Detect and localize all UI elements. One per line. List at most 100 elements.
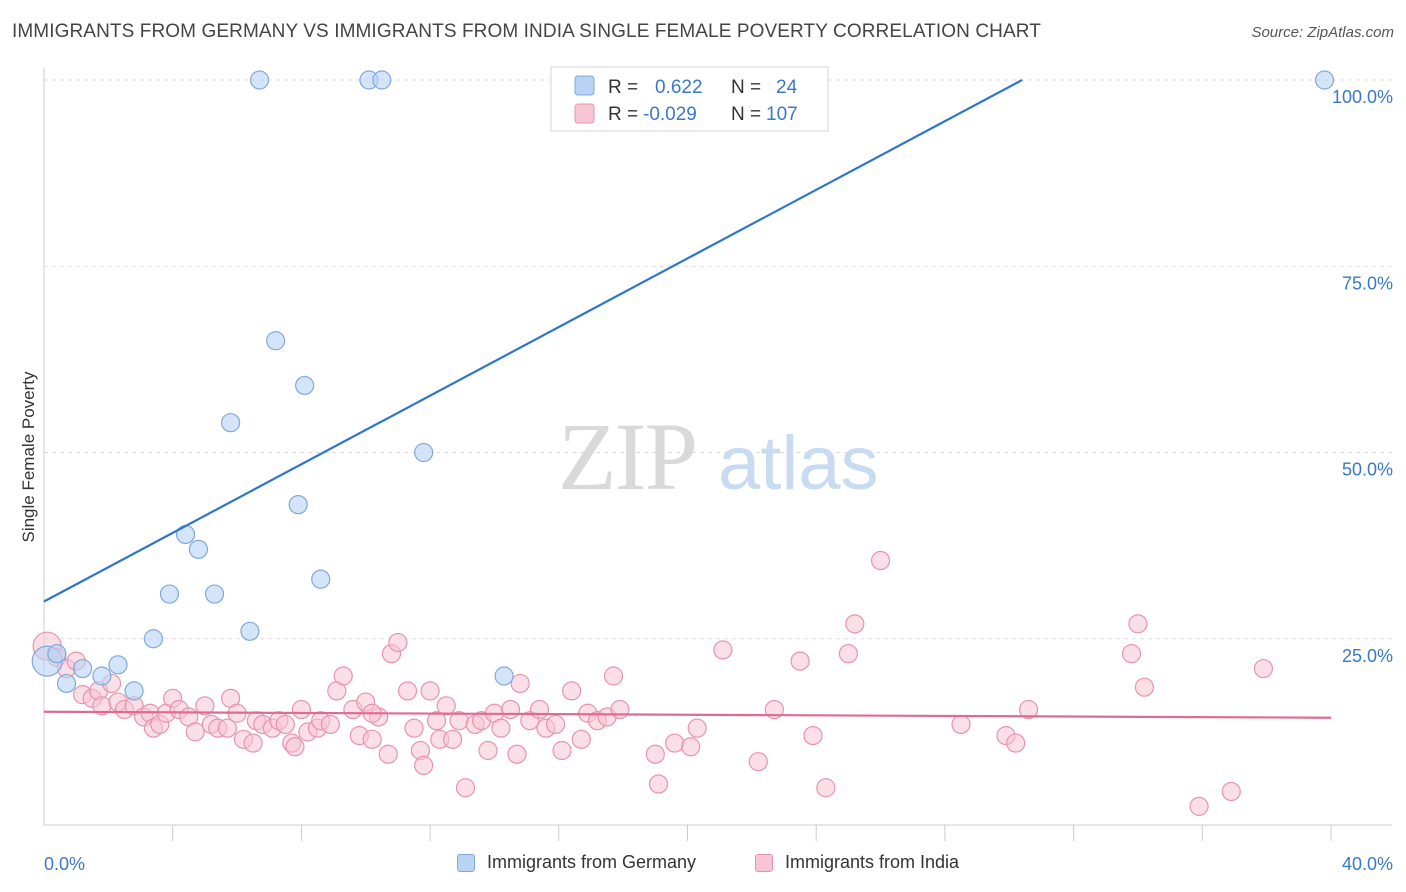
india-point [507,744,527,764]
india-point [285,737,305,757]
y-tick-label-100: 100.0% [1332,87,1393,107]
germany-point [295,375,315,396]
india-point [545,714,566,735]
germany-point [47,644,67,664]
india-point [552,740,572,761]
germany-point [124,681,144,701]
germany-point [266,331,286,351]
india-point [645,744,665,764]
india-point [1253,658,1274,679]
india-point [845,614,865,634]
legend-item-india: Immigrants from India [755,852,959,873]
india-point [333,666,353,686]
legend-swatch-india [574,103,595,124]
legend-n-label-germany: N = [731,77,761,98]
germany-point [204,584,225,604]
india-point [1128,614,1148,634]
legend-n-value-india: 107 [766,104,798,125]
india-trend-line [43,710,1332,719]
india-point [1134,677,1154,697]
y-tick-label-75: 75.0% [1342,273,1393,293]
india-point [816,778,836,798]
legend-n-value-germany: 24 [776,77,798,98]
india-point [404,718,424,738]
source-credit: Source: ZipAtlas.com [1251,24,1394,41]
x-tick-label-max: 40.0% [1342,854,1393,874]
india-point [455,778,476,798]
legend-swatch-india-bottom [755,853,773,872]
india-point [414,755,434,776]
y-tick-label-50: 50.0% [1342,460,1393,480]
grid-lines [44,79,1392,640]
india-point [687,718,707,738]
germany-point [143,629,163,649]
india-point [478,740,498,761]
germany-point [221,413,241,433]
india-point [510,673,530,694]
germany-point [73,658,93,679]
chart-title: IMMIGRANTS FROM GERMANY VS IMMIGRANTS FR… [12,21,1041,42]
india-point [1121,644,1142,664]
germany-points [31,70,1335,701]
y-tick-label-25: 25.0% [1342,646,1393,666]
india-point [951,714,971,735]
axes [43,68,1392,841]
correlation-legend: R = 0.622 N = 24 R = -0.029 N = 107 [550,66,829,132]
india-point [185,722,205,742]
germany-point [188,539,209,559]
india-point [420,681,440,701]
india-point [1189,796,1209,816]
legend-n-label-india: N = [731,104,761,125]
germany-point [414,442,434,463]
india-point [665,733,685,753]
watermark-atlas: atlas [718,421,879,506]
india-point [571,729,591,749]
germany-point [240,621,260,641]
legend-r-value-india: -0.029 [643,104,697,125]
india-point [838,644,858,664]
tick-labels: 100.0% 75.0% 50.0% 25.0% 0.0% 40.0% [44,87,1393,874]
india-point [681,737,701,757]
india-point [713,640,733,660]
legend-swatch-germany-bottom [457,853,475,872]
india-point [378,744,398,764]
germany-trend-line [43,79,1023,603]
india-point [275,714,295,735]
legend-item-germany: Immigrants from Germany [457,852,696,873]
india-point [870,550,891,571]
india-point [436,696,456,716]
india-point [562,681,582,701]
germany-point [92,666,112,686]
legend-label-germany: Immigrants from Germany [487,852,697,872]
germany-point [249,70,270,90]
india-point [388,632,408,653]
x-tick-label-min: 0.0% [44,854,85,874]
germany-point [494,666,514,686]
india-point [291,699,311,720]
india-point [426,711,447,731]
india-point [443,729,463,749]
india-point [1006,733,1026,753]
india-point [648,774,669,794]
india-point [748,752,768,772]
india-point [603,666,624,686]
india-point [491,718,511,738]
india-point [1018,699,1039,720]
germany-point [288,495,308,515]
legend-swatch-germany [574,75,595,96]
india-point [397,681,418,701]
india-point [529,699,550,720]
india-point [790,651,810,671]
india-point [610,699,630,720]
germany-point [108,655,128,675]
india-point [243,733,263,753]
germany-point [56,673,77,694]
india-point [217,718,237,738]
germany-point [159,584,180,604]
india-point [500,699,521,720]
india-point [320,714,340,735]
legend-r-label-india: R = [608,104,638,125]
india-point [362,729,382,749]
india-point [803,725,823,746]
series-legend: Immigrants from Germany Immigrants from … [0,852,1406,878]
